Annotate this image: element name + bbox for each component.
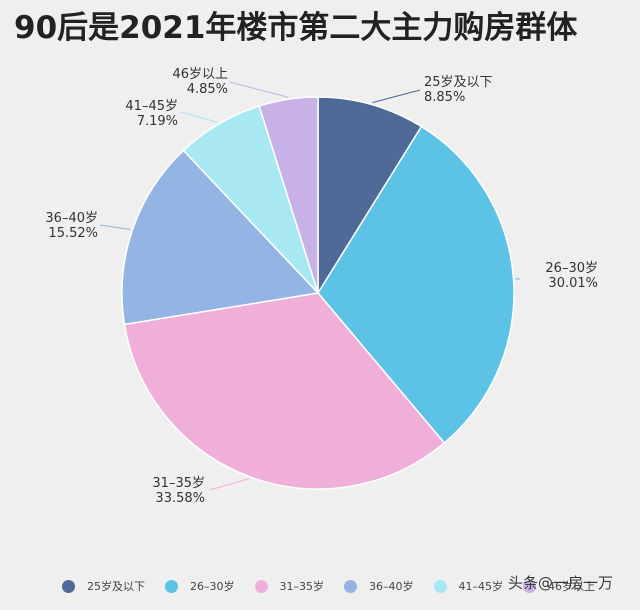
leader-line xyxy=(99,224,131,230)
slice-category-label: 46岁以上 xyxy=(172,67,228,82)
pie-slice xyxy=(123,292,446,490)
slice-value-label: 7.19% xyxy=(137,114,178,129)
watermark: 头条@一房一万 xyxy=(508,574,614,592)
slice-category-label: 41–45岁 xyxy=(125,99,178,114)
legend-label: 41–45岁 xyxy=(458,580,504,593)
legend-item: 46岁以上 xyxy=(523,578,595,594)
legend-item: 31–35岁 xyxy=(254,578,325,594)
legend-swatch xyxy=(62,579,75,593)
legend-label: 46岁以上 xyxy=(548,580,595,593)
legend-item: 25岁及以下 xyxy=(62,578,145,594)
pie-slice xyxy=(317,96,423,296)
legend-swatch xyxy=(165,579,178,593)
legend-label: 25岁及以下 xyxy=(87,580,145,593)
legend-label: 26–30岁 xyxy=(190,580,235,593)
slice-category-label: 26–30岁 xyxy=(545,261,598,276)
slice-value-label: 4.85% xyxy=(187,82,228,97)
slice-category-label: 31–35岁 xyxy=(152,476,205,491)
slice-value-label: 33.58% xyxy=(155,491,205,506)
pie-slice xyxy=(258,96,319,294)
leader-line xyxy=(372,89,421,104)
pie-slice xyxy=(317,125,515,444)
legend-swatch xyxy=(254,579,268,593)
slice-value-label: 8.85% xyxy=(424,90,465,105)
legend-item: 41–45岁 xyxy=(433,578,504,594)
legend-label: 36–40岁 xyxy=(369,580,414,593)
slice-category-label: 25岁及以下 xyxy=(424,75,493,90)
leader-line xyxy=(179,111,218,123)
chart-title: 90后是2021年楼市第二大主力购房群体 xyxy=(14,10,578,46)
legend-swatch xyxy=(433,579,447,593)
legend-label: 31–35岁 xyxy=(279,580,325,593)
chart-legend: 25岁及以下 26–30岁 31–35岁 36–40岁 41–45岁 46岁以上 xyxy=(62,578,615,594)
legend-item: 26–30岁 xyxy=(165,578,235,594)
leader-line xyxy=(229,81,289,98)
legend-item: 36–40岁 xyxy=(344,578,414,594)
legend-swatch xyxy=(344,579,357,593)
leader-line xyxy=(209,478,250,491)
legend-swatch xyxy=(523,579,536,593)
slice-category-label: 36–40岁 xyxy=(45,211,98,226)
pie-slice xyxy=(121,149,320,326)
slice-value-label: 30.01% xyxy=(548,276,598,291)
slice-value-label: 15.52% xyxy=(48,226,98,241)
